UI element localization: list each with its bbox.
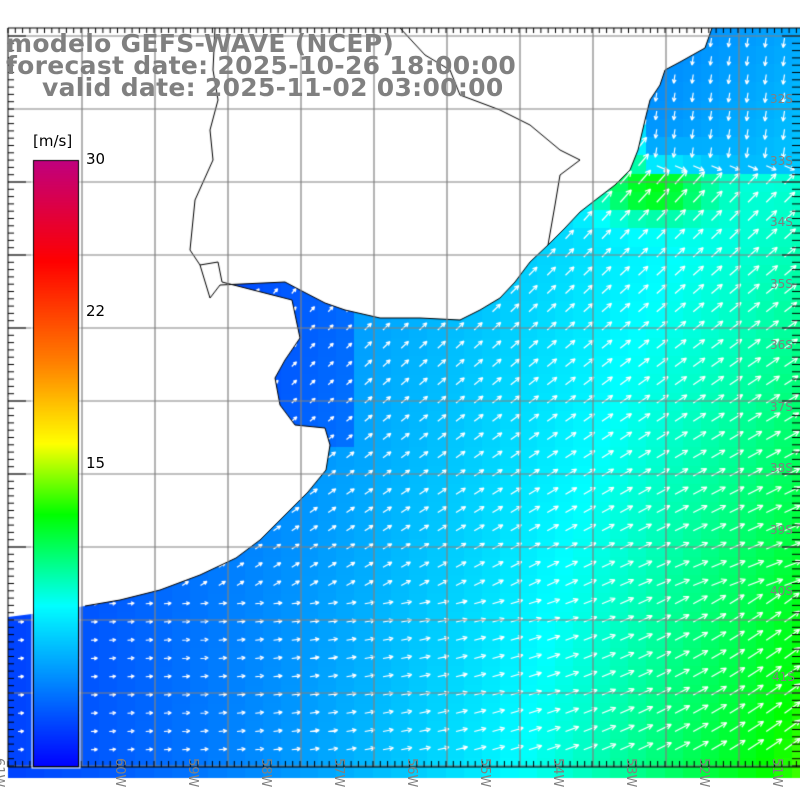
lat-label: 39S (770, 522, 793, 537)
lon-label: 56W (404, 758, 419, 788)
colorbar-tick-22: 22 (86, 302, 106, 320)
colorbar-tick-15: 15 (86, 454, 106, 472)
lon-label: 60W (112, 758, 127, 788)
colorbar-unit: [m/s] (33, 132, 73, 150)
lon-label: 59W (185, 758, 200, 788)
lat-label: 40S (770, 584, 793, 598)
lon-label: 61W (0, 758, 6, 788)
lat-label: 37S (770, 399, 793, 414)
lat-label: 32S (770, 92, 793, 106)
lon-label: 52W (696, 758, 711, 788)
lon-label: 57W (331, 758, 346, 788)
lat-label: 34S (770, 215, 793, 229)
lat-label: 35S (770, 276, 793, 291)
lat-label: 36S (770, 338, 793, 352)
lat-label: 41S (772, 670, 795, 684)
lon-label: 54W (550, 758, 565, 788)
model-title: modelo GEFS-WAVE (NCEP) (6, 29, 395, 58)
lat-label: 33S (770, 153, 793, 168)
valid-date: valid date: 2025-11-02 03:00:00 (42, 73, 504, 102)
lon-label: 55W (477, 758, 492, 788)
lat-label: 38S (770, 461, 793, 475)
forecast-date: forecast date: 2025-10-26 18:00:00 (6, 51, 517, 80)
colorbar-tick-30: 30 (86, 150, 106, 168)
lon-label: 53W (623, 758, 638, 788)
lon-label: 51W (769, 758, 784, 788)
lon-label: 58W (258, 758, 273, 788)
